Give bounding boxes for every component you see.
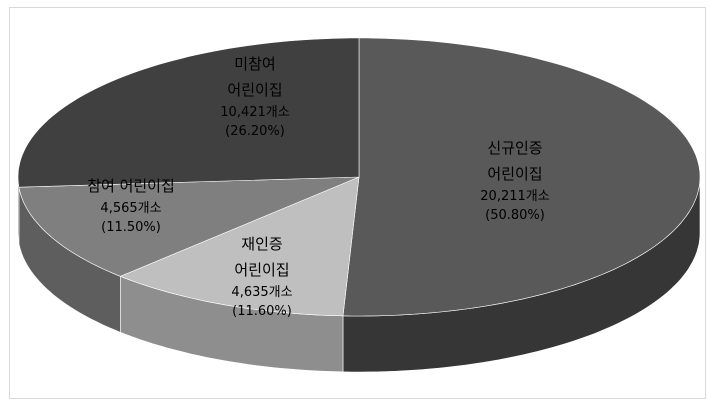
slice-label: 참여 어린이집 4,565개소 (11.50%): [87, 173, 175, 237]
value-label: (11.50%): [101, 220, 161, 235]
category-label: 참여 어린이집: [87, 177, 175, 195]
slice: [17, 37, 360, 188]
value-label: (11.60%): [232, 304, 292, 319]
slice-label: 재인증 어린이집 4,635개소 (11.60%): [231, 231, 292, 321]
value-label: (50.80%): [485, 208, 545, 223]
category-label: 재인증 어린이집: [234, 235, 290, 279]
slice: [342, 37, 701, 317]
slice: [18, 176, 360, 277]
category-label: 미참여 어린이집: [227, 55, 283, 99]
slice-label: 신규인증 어린이집 20,211개소 (50.80%): [480, 135, 549, 225]
slice-label: 미참여 어린이집 10,421개소 (26.20%): [220, 51, 289, 141]
count-label: 4,635개소: [231, 285, 293, 300]
count-label: 4,565개소: [100, 201, 162, 216]
count-label: 10,421개소: [220, 105, 290, 120]
category-label: 신규인증 어린이집: [487, 139, 543, 183]
value-label: (26.20%): [225, 124, 285, 139]
slice: [119, 176, 360, 317]
count-label: 20,211개소: [480, 189, 550, 204]
